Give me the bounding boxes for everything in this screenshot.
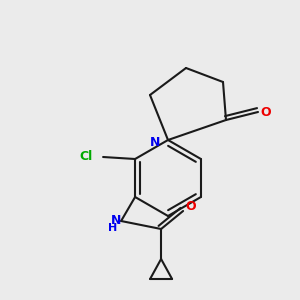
Text: Cl: Cl — [80, 151, 93, 164]
Text: H: H — [108, 223, 117, 233]
Text: O: O — [186, 200, 196, 214]
Text: O: O — [261, 106, 271, 118]
Text: N: N — [150, 136, 160, 148]
Text: N: N — [111, 214, 121, 227]
